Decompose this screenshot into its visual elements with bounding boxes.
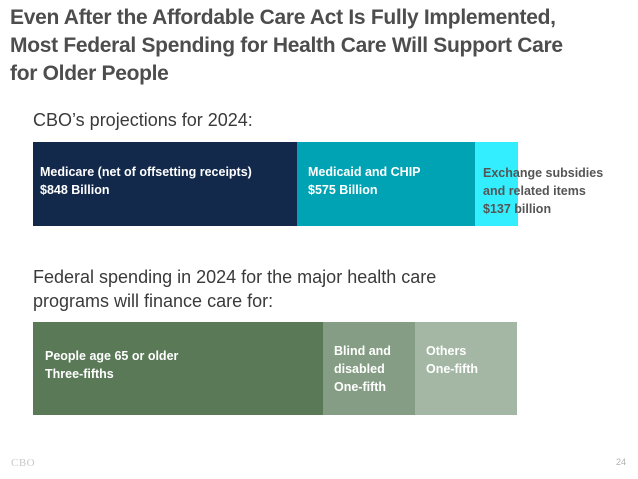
data-label-exchange-value: $137 billion <box>483 202 552 216</box>
data-label-age-65-value: Three-fifths <box>45 367 114 381</box>
page-number: 24 <box>615 457 626 467</box>
data-label-medicare: Medicare (net of offsetting receipts) $8… <box>40 163 252 199</box>
data-label-blind-value: One-fifth <box>334 380 387 394</box>
beneficiary-share-label-line-2: programs will finance care for: <box>33 291 274 311</box>
data-label-medicare-name: Medicare (net of offsetting receipts) <box>40 165 252 179</box>
data-label-blind-name-line-2: disabled <box>334 362 385 376</box>
bar-segment-others <box>415 322 517 415</box>
slide-title-line-2: Most Federal Spending for Health Care Wi… <box>10 34 563 57</box>
spending-projection-label: CBO’s projections for 2024: <box>33 110 253 130</box>
slide-title: Even After the Affordable Care Act Is Fu… <box>10 4 630 88</box>
cbo-logo: CBO <box>11 457 36 469</box>
data-label-exchange-subsidies: Exchange subsidies and related items $13… <box>483 164 603 218</box>
data-label-age-65-or-older: People age 65 or older Three-fifths <box>45 347 178 383</box>
data-label-blind-disabled: Blind and disabled One-fifth <box>334 342 391 396</box>
slide-title-line-3: for Older People <box>10 62 169 85</box>
beneficiary-share-label-line-1: Federal spending in 2024 for the major h… <box>33 267 437 287</box>
data-label-blind-name-line-1: Blind and <box>334 344 391 358</box>
beneficiary-share-label: Federal spending in 2024 for the major h… <box>33 265 436 313</box>
data-label-age-65-name: People age 65 or older <box>45 349 179 363</box>
data-label-medicaid-chip-value: $575 Billion <box>308 183 378 197</box>
data-label-medicare-value: $848 Billion <box>40 183 110 197</box>
bar-segment-medicare <box>33 142 297 226</box>
data-label-medicaid-chip-name: Medicaid and CHIP <box>308 165 421 179</box>
bar-segment-medicaid-chip <box>296 142 476 226</box>
data-label-others-value: One-fifth <box>426 362 479 376</box>
data-label-medicaid-chip: Medicaid and CHIP $575 Billion <box>308 163 421 199</box>
data-label-exchange-name-line-1: Exchange subsidies <box>483 166 604 180</box>
bar-segment-exchange-subsidies <box>475 142 518 226</box>
slide-title-line-1: Even After the Affordable Care Act Is Fu… <box>10 6 556 29</box>
bar-segment-age-65-or-older <box>33 322 324 415</box>
data-label-others: Others One-fifth <box>426 342 478 378</box>
bar-segment-blind-disabled <box>323 322 416 415</box>
data-label-others-name: Others <box>426 344 467 358</box>
data-label-exchange-name-line-2: and related items <box>483 184 586 198</box>
